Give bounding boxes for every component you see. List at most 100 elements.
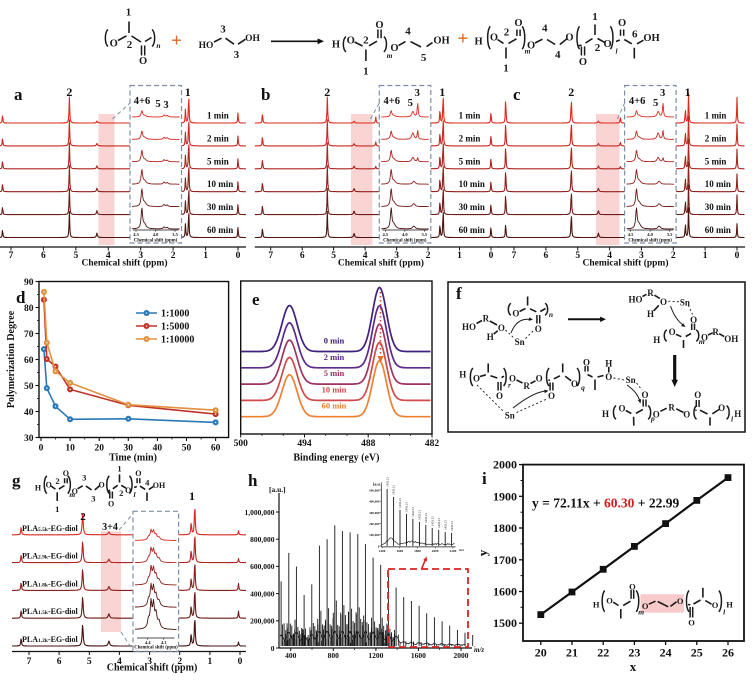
svg-text:O: O	[605, 372, 612, 382]
svg-text:5: 5	[74, 251, 79, 261]
svg-text:1433.21: 1433.21	[411, 507, 415, 517]
svg-text:y: y	[475, 549, 490, 556]
svg-text:1433.21: 1433.21	[437, 518, 441, 528]
svg-text:3: 3	[660, 88, 665, 99]
svg-text:O: O	[583, 357, 590, 367]
svg-text:6: 6	[57, 657, 62, 667]
svg-text:Chemical shift (ppm): Chemical shift (ppm)	[134, 239, 178, 244]
svg-text:PLA1.5k-EG-diol: PLA1.5k-EG-diol	[22, 607, 78, 616]
svg-text:3.5: 3.5	[667, 232, 673, 237]
svg-text:H: H	[593, 600, 600, 610]
svg-text:10: 10	[65, 444, 75, 454]
svg-text:494: 494	[297, 439, 312, 449]
svg-text:H: H	[653, 335, 660, 345]
svg-text:10 min: 10 min	[322, 384, 347, 394]
svg-text:0: 0	[735, 251, 740, 261]
svg-text:R: R	[712, 327, 719, 337]
svg-text:7: 7	[512, 251, 517, 261]
svg-text:90: 90	[24, 278, 34, 288]
svg-text:PLA2.9k-EG-diol: PLA2.9k-EG-diol	[22, 552, 78, 561]
svg-text:4.0: 4.0	[153, 232, 159, 237]
svg-text:1: 1	[208, 657, 213, 667]
svg-text:O: O	[139, 56, 147, 67]
svg-text:R: R	[523, 381, 530, 391]
svg-text:25: 25	[691, 646, 703, 660]
svg-text:60: 60	[24, 356, 34, 366]
svg-text:PLA1.2k-EG-diol: PLA1.2k-EG-diol	[22, 635, 78, 644]
svg-text:1:10000: 1:10000	[161, 335, 194, 346]
svg-text:+: +	[457, 29, 468, 50]
svg-text:O: O	[660, 297, 667, 307]
svg-text:2: 2	[504, 27, 510, 39]
svg-text:5 min: 5 min	[459, 156, 481, 166]
svg-text:1200: 1200	[368, 651, 383, 660]
svg-text:OH: OH	[643, 33, 659, 44]
svg-text:OH: OH	[153, 481, 166, 490]
svg-text:3.5: 3.5	[172, 232, 178, 237]
svg-text:O: O	[618, 18, 626, 29]
svg-text:O: O	[712, 600, 719, 610]
svg-text:1700: 1700	[493, 553, 517, 567]
svg-text:1: 1	[592, 11, 598, 23]
svg-text:HO: HO	[199, 41, 214, 51]
svg-text:1600: 1600	[396, 549, 403, 553]
svg-text:1: 1	[185, 85, 191, 99]
svg-text:500: 500	[234, 439, 249, 449]
svg-text:O: O	[527, 41, 535, 52]
svg-text:HO: HO	[462, 322, 476, 332]
svg-text:7: 7	[268, 251, 273, 261]
svg-text:1400: 1400	[379, 549, 386, 553]
svg-text:5: 5	[408, 98, 413, 109]
svg-text:O: O	[606, 595, 613, 605]
svg-text:3: 3	[220, 24, 226, 36]
svg-text:40: 40	[24, 408, 34, 418]
svg-text:H: H	[332, 39, 340, 50]
svg-text:1: 1	[189, 489, 195, 503]
svg-text:3: 3	[415, 88, 420, 99]
svg-text:2 min: 2 min	[705, 133, 727, 143]
svg-text:100,000: 100,000	[369, 533, 380, 537]
svg-text:0: 0	[238, 657, 243, 667]
svg-text:O: O	[509, 374, 516, 384]
svg-text:2000: 2000	[493, 458, 517, 472]
svg-text:2 min: 2 min	[459, 133, 481, 143]
svg-text:R: R	[647, 288, 654, 298]
svg-text:Polymerization Degree: Polymerization Degree	[6, 310, 17, 408]
svg-text:O: O	[473, 374, 480, 384]
svg-text:4.0: 4.0	[402, 232, 408, 237]
svg-text:O: O	[677, 596, 684, 606]
svg-text:50: 50	[182, 444, 192, 454]
svg-text:300,000: 300,000	[369, 511, 380, 515]
svg-text:g: g	[12, 471, 21, 490]
svg-text:10 min: 10 min	[459, 179, 485, 189]
svg-text:1433.21: 1433.21	[405, 502, 409, 512]
svg-text:5: 5	[155, 99, 160, 110]
svg-text:O: O	[512, 309, 519, 319]
svg-text:m/z: m/z	[474, 646, 484, 654]
svg-text:3+4: 3+4	[102, 522, 118, 533]
svg-text:1: 1	[126, 7, 132, 19]
svg-text:4.4: 4.4	[145, 640, 151, 645]
svg-text:1800: 1800	[493, 521, 517, 535]
svg-text:7: 7	[27, 657, 32, 667]
svg-text:4: 4	[405, 25, 411, 37]
svg-text:2 min: 2 min	[207, 133, 229, 143]
svg-text:1: 1	[703, 251, 708, 261]
svg-text:22: 22	[597, 646, 609, 660]
svg-text:1: 1	[439, 85, 445, 99]
svg-text:R: R	[668, 403, 675, 413]
svg-text:Chemical shift (ppm): Chemical shift (ppm)	[107, 663, 198, 674]
svg-text:1800: 1800	[414, 549, 421, 553]
svg-text:H: H	[605, 358, 612, 368]
svg-text:O: O	[688, 617, 695, 627]
svg-text:20: 20	[94, 444, 104, 454]
svg-text:1: 1	[685, 85, 691, 99]
svg-text:2: 2	[363, 34, 369, 46]
svg-text:n: n	[549, 310, 553, 319]
svg-text:Sn: Sn	[626, 375, 636, 385]
svg-text:1: 1	[55, 504, 59, 514]
svg-text:O: O	[690, 315, 697, 325]
svg-text:2200: 2200	[450, 549, 457, 553]
svg-text:5: 5	[653, 98, 658, 109]
svg-text:2: 2	[324, 85, 330, 99]
